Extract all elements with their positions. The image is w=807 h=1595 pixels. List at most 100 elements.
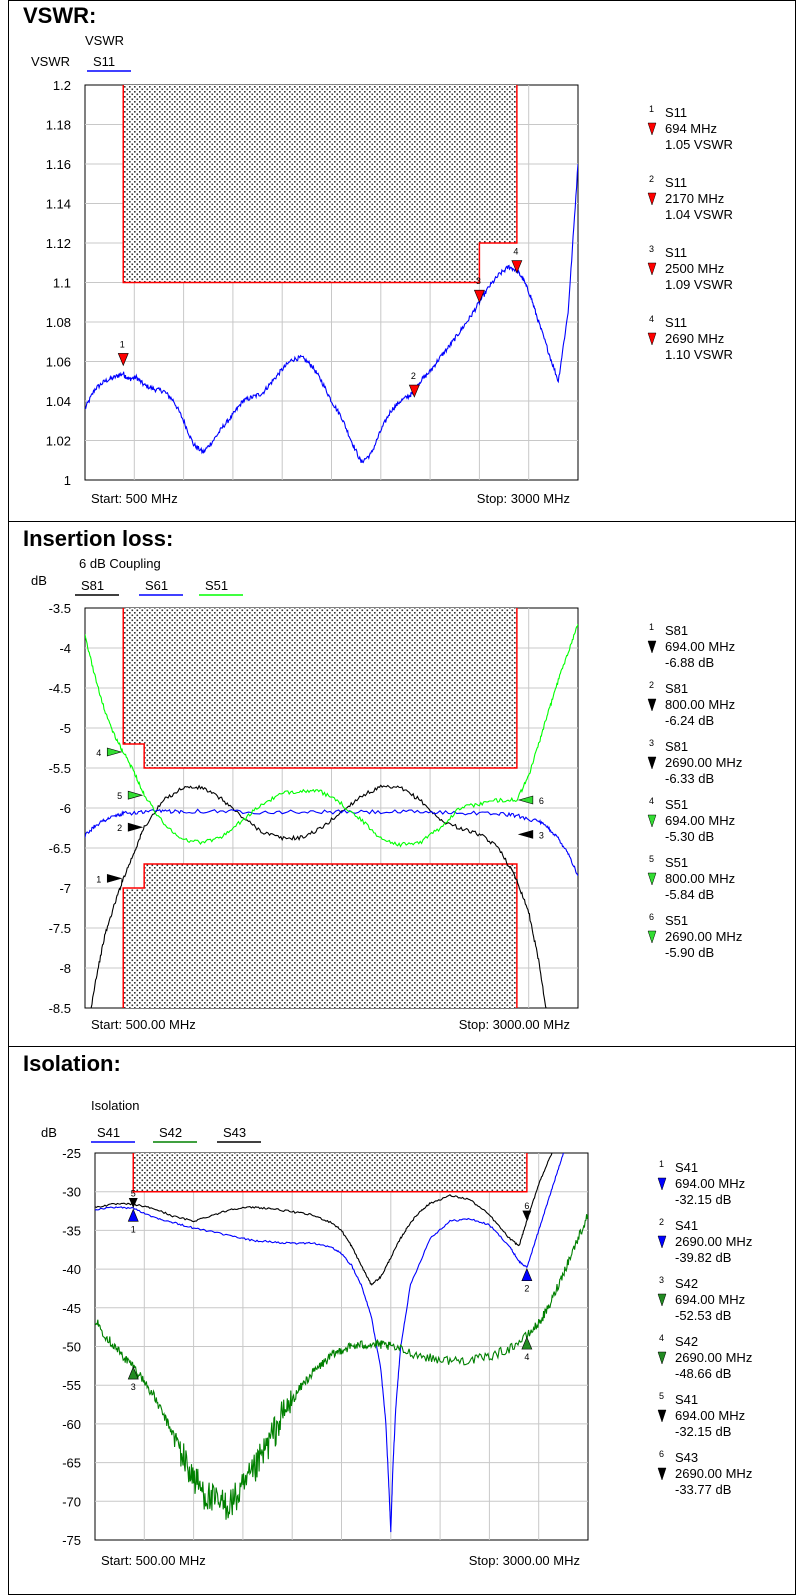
legend-s61: S61 — [145, 578, 168, 593]
readout-frequency: 694 MHz — [665, 121, 717, 136]
series-line-s11 — [85, 163, 578, 464]
y-tick-label: 1.02 — [46, 434, 71, 449]
limit-mask — [133, 1153, 527, 1192]
y-tick-label: -8.5 — [49, 1001, 71, 1016]
readout-frequency: 694.00 MHz — [665, 639, 735, 654]
y-tick-label: 1.18 — [46, 118, 71, 133]
marker-number: 5 — [117, 791, 122, 801]
limit-mask — [479, 85, 517, 243]
readout-value: -6.33 dB — [665, 771, 714, 786]
y-tick-label: 1 — [64, 473, 71, 488]
readout-marker-icon — [647, 262, 657, 276]
y-tick-label: -3.5 — [49, 601, 71, 616]
stop-frequency-label: Stop: 3000 MHz — [477, 491, 570, 506]
marker-4 — [106, 747, 123, 757]
readout-marker-icon — [647, 122, 657, 136]
readout-trace: S51 — [665, 797, 688, 812]
readout-marker-icon — [647, 756, 657, 770]
y-tick-label: -30 — [62, 1185, 81, 1200]
marker-3 — [517, 830, 534, 839]
readout-value: 1.10 VSWR — [665, 347, 733, 362]
readout-number: 4 — [659, 1333, 664, 1343]
marker-number: 1 — [96, 874, 101, 884]
y-tick-label: -25 — [62, 1146, 81, 1161]
series-line-s41 — [95, 1153, 565, 1533]
readout-trace: S41 — [675, 1160, 698, 1175]
marker-number: 3 — [131, 1382, 136, 1392]
vswr-chart: 1 2 3 4 1.2 1.18 1.16 1.14 1.12 1.1 1.08 1.06 1.04 1.… — [31, 33, 733, 506]
legend-s42: S42 — [159, 1125, 182, 1140]
readout-frequency: 2170 MHz — [665, 191, 724, 206]
y-tick-label: -7.5 — [49, 921, 71, 936]
limit-line-lower — [122, 863, 518, 1008]
readout-number: 1 — [659, 1159, 664, 1169]
marker-number: 6 — [524, 1201, 529, 1211]
readout-frequency: 2500 MHz — [665, 261, 724, 276]
readout-trace: S11 — [665, 315, 687, 330]
y-tick-label: 1.1 — [53, 276, 71, 291]
marker-number: 5 — [131, 1188, 136, 1198]
limit-line — [122, 85, 518, 284]
marker-number: 1 — [131, 1224, 136, 1234]
chart-title: VSWR — [85, 33, 124, 48]
limit-mask — [123, 85, 480, 283]
readout-value: -5.84 dB — [665, 887, 714, 902]
y-tick-label: -35 — [62, 1223, 81, 1238]
chart-title: 6 dB Coupling — [79, 556, 161, 571]
y-tick-label: -8 — [59, 961, 71, 976]
readout-marker-icon — [657, 1293, 667, 1307]
marker-number: 6 — [539, 796, 544, 806]
marker-number: 2 — [411, 371, 416, 381]
marker-number: 3 — [476, 276, 481, 286]
legend-s43: S43 — [223, 1125, 246, 1140]
marker-5 — [128, 1198, 138, 1209]
insertion-loss-panel: Insertion loss: 1 2 3 4 5 6 -3.5 -4 -4.5 -5 -5.5 -6… — [8, 521, 796, 1047]
y-axis-label: dB — [41, 1125, 57, 1140]
marker-number: 2 — [117, 823, 122, 833]
readout-trace: S43 — [675, 1450, 698, 1465]
y-tick-label: -60 — [62, 1417, 81, 1432]
readout-value: 1.09 VSWR — [665, 277, 733, 292]
y-axis-label: dB — [31, 573, 47, 588]
marker-4 — [521, 1336, 533, 1350]
y-tick-label: 1.12 — [46, 236, 71, 251]
readout-value: -33.77 dB — [675, 1482, 731, 1497]
readout-frequency: 694.00 MHz — [665, 813, 735, 828]
isolation-chart: 1 2 3 4 5 6 -25 -30 -35 -40 -45 -50 -55 -60 -65 -70 -75 d… — [41, 1098, 752, 1568]
readout-marker-icon — [647, 814, 657, 828]
series-line-s43 — [95, 1153, 553, 1286]
readout-frequency: 800.00 MHz — [665, 871, 735, 886]
readout-marker-icon — [647, 332, 657, 346]
readout-trace: S42 — [675, 1276, 698, 1291]
readout-frequency: 694.00 MHz — [675, 1292, 745, 1307]
chart-title: Isolation — [91, 1098, 139, 1113]
series-line-s81 — [90, 784, 547, 1008]
marker-6 — [522, 1210, 532, 1221]
readout-value: 1.05 VSWR — [665, 137, 733, 152]
stop-frequency-label: Stop: 3000.00 MHz — [469, 1553, 580, 1568]
readout-value: -5.30 dB — [665, 829, 714, 844]
y-tick-label: -45 — [62, 1301, 81, 1316]
start-frequency-label: Start: 500 MHz — [91, 491, 178, 506]
readout-trace: S51 — [665, 855, 688, 870]
limit-mask — [123, 608, 145, 744]
readout-number: 5 — [649, 854, 654, 864]
marker-1 — [106, 874, 123, 883]
readout-frequency: 694.00 MHz — [675, 1408, 745, 1423]
marker-3 — [473, 289, 485, 304]
readout-number: 3 — [649, 738, 654, 748]
readout-frequency: 2690.00 MHz — [665, 755, 742, 770]
y-tick-label: -70 — [62, 1494, 81, 1509]
readout-marker-icon — [647, 192, 657, 206]
marker-number: 4 — [513, 247, 518, 257]
y-axis-label: VSWR — [31, 54, 70, 69]
readout-trace: S41 — [675, 1218, 698, 1233]
limit-mask — [144, 864, 517, 1008]
readout-number: 3 — [659, 1275, 664, 1285]
readout-trace: S51 — [665, 913, 688, 928]
y-tick-label: -5.5 — [49, 761, 71, 776]
readout-frequency: 2690 MHz — [665, 331, 724, 346]
marker-2 — [408, 384, 420, 398]
readout-trace: S41 — [675, 1392, 698, 1407]
